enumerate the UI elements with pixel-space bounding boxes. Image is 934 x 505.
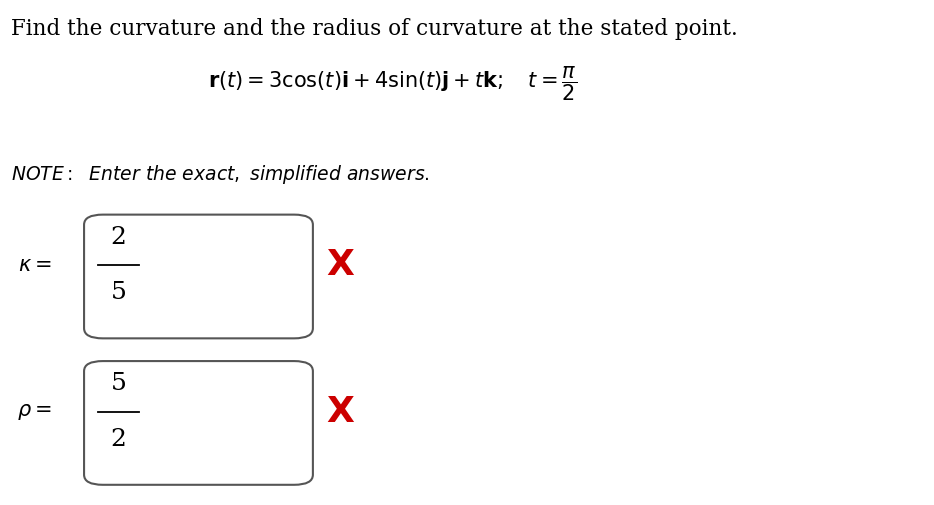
FancyBboxPatch shape [84,361,313,485]
Text: $\mathit{NOTE:}$  $\mathit{Enter\ the\ exact,\ simplified\ answers.}$: $\mathit{NOTE:}$ $\mathit{Enter\ the\ ex… [11,163,430,186]
FancyBboxPatch shape [84,215,313,338]
Text: $\mathbf{X}$: $\mathbf{X}$ [326,248,356,282]
Text: 2: 2 [111,226,126,249]
Text: $\mathbf{X}$: $\mathbf{X}$ [326,394,356,429]
Text: $\kappa =$: $\kappa =$ [18,256,51,275]
Text: $\rho =$: $\rho =$ [17,401,51,422]
Text: 2: 2 [111,428,126,451]
Text: Find the curvature and the radius of curvature at the stated point.: Find the curvature and the radius of cur… [11,18,738,40]
Text: 5: 5 [111,281,126,305]
Text: $\mathbf{r}(t) = 3\cos(t)\mathbf{i} + 4\sin(t)\mathbf{j} + t\mathbf{k};\quad t =: $\mathbf{r}(t) = 3\cos(t)\mathbf{i} + 4\… [207,64,577,103]
Text: 5: 5 [111,372,126,395]
